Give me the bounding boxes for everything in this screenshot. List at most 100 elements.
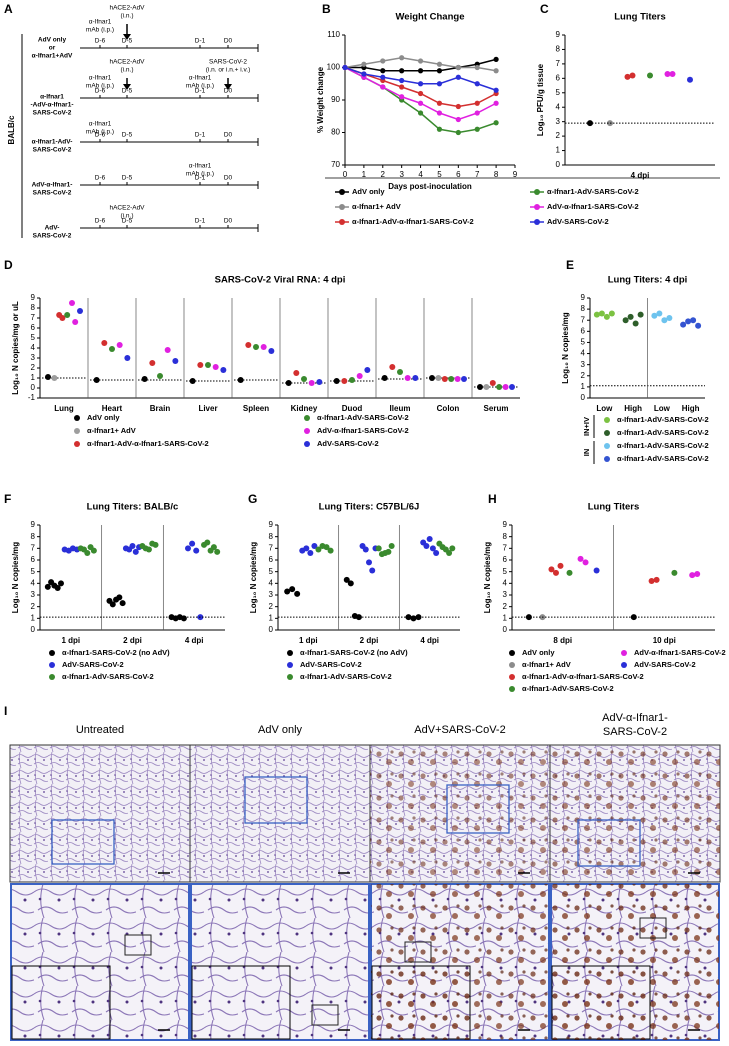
x-tick-label: Serum: [484, 404, 509, 413]
x-tick-label: Kidney: [291, 404, 318, 413]
point: [417, 68, 424, 74]
panel-label: E: [566, 258, 574, 272]
y-tick-label: 6: [503, 555, 508, 564]
note: (i.n.): [121, 67, 134, 74]
point: [474, 81, 480, 87]
panel-label: C: [540, 2, 549, 16]
legend-marker: [509, 650, 515, 656]
point: [380, 84, 386, 90]
point: [455, 129, 461, 136]
point: [289, 586, 296, 593]
legend-label: α-Ifnar1-AdV-SARS-CoV-2: [617, 454, 709, 463]
point: [315, 546, 322, 553]
point: [220, 367, 227, 373]
point: [648, 578, 655, 584]
y-tick-label: 1: [31, 613, 36, 622]
note: hACE2-AdV: [109, 205, 145, 212]
point: [380, 74, 386, 80]
point: [132, 548, 139, 555]
legend-label: α-Ifnar1-SARS-CoV-2 (no AdV): [62, 648, 170, 657]
day-label: D-1: [195, 218, 206, 225]
y-tick-label: 3: [556, 117, 561, 126]
point: [90, 547, 97, 554]
y-tick-label: 6: [31, 323, 36, 332]
point: [311, 543, 318, 549]
y-tick-label: 9: [31, 520, 36, 529]
point: [210, 544, 217, 551]
point: [461, 376, 467, 382]
y-tick-label: 9: [503, 520, 508, 529]
note: mAb (i.p.): [86, 27, 114, 34]
image-stain: [370, 745, 550, 882]
note: mAb (i.p.): [186, 83, 214, 90]
point: [375, 545, 382, 552]
point: [637, 311, 644, 318]
inset-box: [51, 819, 115, 865]
point: [109, 346, 115, 352]
legend-label: α-Ifnar1+ AdV: [522, 660, 571, 669]
point: [483, 384, 490, 390]
x-tick-label: 1 dpi: [299, 636, 318, 645]
point: [349, 377, 355, 383]
chart-title: Lung Titers: C57BL/6J: [319, 502, 420, 513]
point: [593, 567, 600, 574]
y-tick-label: 7: [503, 543, 508, 552]
point: [193, 547, 200, 554]
point: [101, 340, 108, 346]
zoom-inset-stain: [552, 966, 650, 1039]
legend-marker: [604, 417, 610, 423]
point: [164, 347, 171, 353]
chart-title: Lung Titers: [588, 502, 640, 513]
point: [389, 364, 396, 370]
point: [493, 68, 499, 74]
point: [237, 377, 244, 383]
point: [93, 377, 100, 383]
y-tick-label: 7: [556, 59, 561, 68]
zoom-inset: [11, 965, 111, 1040]
inset-box: [446, 784, 510, 834]
y-tick-label: 9: [556, 30, 561, 39]
point: [341, 378, 348, 384]
y-tick-label: 1: [269, 613, 274, 622]
point: [284, 588, 291, 595]
point: [260, 344, 267, 350]
chart-title: SARS-CoV-2 Viral RNA: 4 dpi: [215, 275, 346, 286]
point: [347, 580, 354, 587]
y-tick-label: 8: [269, 532, 274, 541]
y-tick-label: 2: [503, 602, 508, 611]
point: [474, 64, 480, 71]
y-axis-label: Log₁₀ N copies/mg: [483, 542, 492, 613]
day-label: D-6: [95, 132, 106, 139]
point: [552, 569, 559, 576]
x-tick-label: Heart: [102, 404, 123, 413]
point: [124, 355, 131, 361]
point: [694, 571, 701, 577]
y-tick-label: 8: [31, 532, 36, 541]
point: [69, 300, 75, 306]
y-tick-label: 4: [31, 343, 36, 352]
legend-label: AdV-SARS-CoV-2: [300, 660, 362, 669]
y-tick-label: 3: [581, 360, 586, 369]
legend-marker: [287, 674, 293, 680]
arrow-head: [224, 84, 232, 90]
point: [448, 376, 455, 382]
chart-title: Weight Change: [396, 12, 465, 23]
x-tick-label: 2 dpi: [123, 636, 142, 645]
legend-marker: [74, 428, 80, 434]
point: [253, 344, 259, 350]
y-tick-label: 4: [581, 349, 586, 358]
point: [647, 72, 653, 79]
point: [64, 312, 71, 318]
point: [361, 61, 367, 67]
legend-marker: [49, 650, 55, 656]
panel-label: I: [4, 704, 7, 718]
group-label: AdV only: [38, 37, 67, 44]
y-tick-label: 3: [31, 353, 36, 362]
point: [653, 576, 660, 583]
point: [412, 375, 419, 381]
note: mAb (i.p.): [186, 171, 214, 178]
x-tick-label: 5: [437, 170, 442, 179]
y-tick-label: 2: [269, 602, 274, 611]
y-tick-label: 0: [556, 160, 561, 169]
